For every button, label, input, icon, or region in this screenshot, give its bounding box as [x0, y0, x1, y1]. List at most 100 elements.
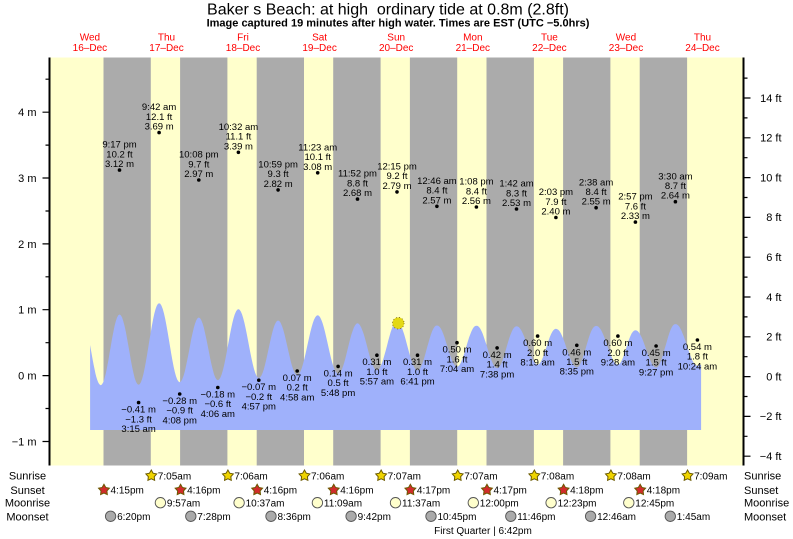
svg-text:−0.18 m: −0.18 m — [201, 390, 236, 401]
svg-text:7:07am: 7:07am — [464, 471, 497, 482]
svg-text:−0.28 m: −0.28 m — [162, 396, 197, 407]
svg-text:8:36pm: 8:36pm — [278, 512, 311, 523]
svg-text:11.1 ft: 11.1 ft — [226, 132, 252, 143]
svg-text:1:45am: 1:45am — [677, 512, 710, 523]
svg-text:10:08 pm: 10:08 pm — [179, 150, 219, 161]
svg-text:2.64 m: 2.64 m — [661, 191, 690, 202]
svg-text:6:41 pm: 6:41 pm — [400, 377, 434, 388]
svg-text:Sunset: Sunset — [744, 485, 778, 497]
svg-text:10:59 pm: 10:59 pm — [258, 160, 298, 171]
svg-text:11:23 am: 11:23 am — [298, 142, 337, 153]
svg-text:3.69 m: 3.69 m — [145, 122, 174, 133]
svg-text:4 m: 4 m — [18, 107, 36, 119]
svg-text:2.82 m: 2.82 m — [264, 179, 293, 190]
svg-text:2:38 am: 2:38 am — [579, 177, 613, 188]
svg-text:7:08am: 7:08am — [617, 471, 650, 482]
svg-text:8.4 ft: 8.4 ft — [586, 187, 607, 198]
svg-text:2 m: 2 m — [18, 239, 36, 251]
svg-text:Sunrise: Sunrise — [9, 471, 46, 483]
svg-text:1.8 ft: 1.8 ft — [687, 352, 708, 363]
svg-text:2.97 m: 2.97 m — [184, 169, 213, 180]
svg-text:24–Dec: 24–Dec — [685, 43, 719, 54]
svg-text:12:45pm: 12:45pm — [635, 498, 674, 509]
svg-text:0.42 m: 0.42 m — [483, 350, 512, 361]
svg-text:1.0 ft: 1.0 ft — [407, 367, 428, 378]
svg-text:−1.3 ft: −1.3 ft — [125, 414, 152, 425]
svg-text:4:17pm: 4:17pm — [494, 486, 527, 497]
svg-text:9:28 am: 9:28 am — [601, 358, 635, 369]
svg-text:2.79 m: 2.79 m — [382, 181, 411, 192]
svg-text:7:08am: 7:08am — [541, 471, 574, 482]
svg-text:8.8 ft: 8.8 ft — [347, 178, 368, 189]
svg-text:2.0 ft: 2.0 ft — [607, 348, 628, 359]
svg-text:9:42pm: 9:42pm — [358, 512, 391, 523]
svg-text:Tue: Tue — [541, 33, 558, 44]
svg-text:19–Dec: 19–Dec — [302, 43, 336, 54]
svg-text:10.1 ft: 10.1 ft — [304, 152, 331, 163]
svg-text:Sun: Sun — [387, 33, 405, 44]
svg-text:7:09am: 7:09am — [694, 471, 727, 482]
svg-text:0.46 m: 0.46 m — [562, 347, 591, 358]
svg-text:8:35 pm: 8:35 pm — [560, 367, 594, 378]
svg-text:4:18pm: 4:18pm — [647, 486, 680, 497]
svg-text:1.6 ft: 1.6 ft — [446, 354, 467, 365]
svg-text:9:42 am: 9:42 am — [142, 102, 176, 113]
svg-text:7:07am: 7:07am — [388, 471, 421, 482]
svg-text:12:46 am: 12:46 am — [417, 176, 457, 187]
svg-text:Moonrise: Moonrise — [744, 498, 789, 510]
svg-text:9:57am: 9:57am — [167, 498, 200, 509]
svg-text:9:17 pm: 9:17 pm — [102, 140, 136, 151]
svg-text:0.54 m: 0.54 m — [683, 342, 712, 353]
svg-text:9:27 pm: 9:27 pm — [639, 367, 673, 378]
svg-text:Moonset: Moonset — [744, 511, 786, 523]
svg-text:3:15 am: 3:15 am — [121, 424, 155, 435]
svg-text:4:57 pm: 4:57 pm — [242, 402, 276, 413]
svg-text:0.5 ft: 0.5 ft — [328, 378, 349, 389]
svg-text:−2 ft: −2 ft — [760, 411, 782, 423]
svg-text:12:00pm: 12:00pm — [480, 498, 519, 509]
svg-text:2.56 m: 2.56 m — [462, 196, 491, 207]
svg-text:0.50 m: 0.50 m — [442, 345, 471, 356]
svg-text:7:28pm: 7:28pm — [197, 512, 230, 523]
svg-text:1.4 ft: 1.4 ft — [487, 360, 508, 371]
svg-text:4:15pm: 4:15pm — [111, 486, 144, 497]
svg-text:8.4 ft: 8.4 ft — [466, 186, 487, 197]
svg-text:12.1 ft: 12.1 ft — [146, 112, 173, 123]
svg-text:8:19 am: 8:19 am — [520, 358, 554, 369]
svg-text:0.2 ft: 0.2 ft — [287, 383, 308, 394]
svg-text:Baker s Beach: at high ordina: Baker s Beach: at high ordinary tide at … — [207, 2, 569, 19]
svg-text:17–Dec: 17–Dec — [149, 43, 183, 54]
svg-text:0.07 m: 0.07 m — [283, 373, 312, 384]
svg-text:3:30 am: 3:30 am — [658, 171, 692, 182]
svg-text:20–Dec: 20–Dec — [379, 43, 413, 54]
svg-text:Mon: Mon — [463, 33, 482, 44]
svg-text:3.39 m: 3.39 m — [224, 141, 253, 152]
svg-text:9.2 ft: 9.2 ft — [386, 171, 407, 182]
svg-text:14 ft: 14 ft — [760, 93, 781, 105]
svg-text:Thu: Thu — [158, 33, 175, 44]
svg-text:4:16pm: 4:16pm — [264, 486, 297, 497]
svg-text:2:03 pm: 2:03 pm — [539, 187, 573, 198]
svg-text:−0.07 m: −0.07 m — [242, 382, 277, 393]
svg-text:7:06am: 7:06am — [234, 471, 267, 482]
svg-text:−0.2 ft: −0.2 ft — [245, 392, 272, 403]
svg-text:2.53 m: 2.53 m — [502, 198, 531, 209]
svg-text:2.0 ft: 2.0 ft — [527, 348, 548, 359]
svg-text:8.7 ft: 8.7 ft — [665, 181, 686, 192]
svg-text:0.60 m: 0.60 m — [603, 338, 632, 349]
svg-text:12 ft: 12 ft — [760, 133, 781, 145]
svg-text:10:24 am: 10:24 am — [678, 361, 718, 372]
svg-text:−4 ft: −4 ft — [760, 451, 782, 463]
svg-text:7:06am: 7:06am — [311, 471, 344, 482]
svg-text:3.12 m: 3.12 m — [105, 159, 134, 170]
svg-text:7.9 ft: 7.9 ft — [545, 197, 566, 208]
svg-text:7.6 ft: 7.6 ft — [625, 201, 646, 212]
svg-text:2.57 m: 2.57 m — [422, 195, 451, 206]
svg-text:2.68 m: 2.68 m — [343, 188, 372, 199]
svg-text:1:42 am: 1:42 am — [499, 179, 533, 190]
svg-text:6:20pm: 6:20pm — [117, 512, 150, 523]
svg-text:1.0 ft: 1.0 ft — [366, 367, 387, 378]
svg-text:4:06 am: 4:06 am — [201, 409, 235, 420]
svg-text:−0.6 ft: −0.6 ft — [204, 399, 231, 410]
svg-text:11:09am: 11:09am — [324, 498, 362, 509]
